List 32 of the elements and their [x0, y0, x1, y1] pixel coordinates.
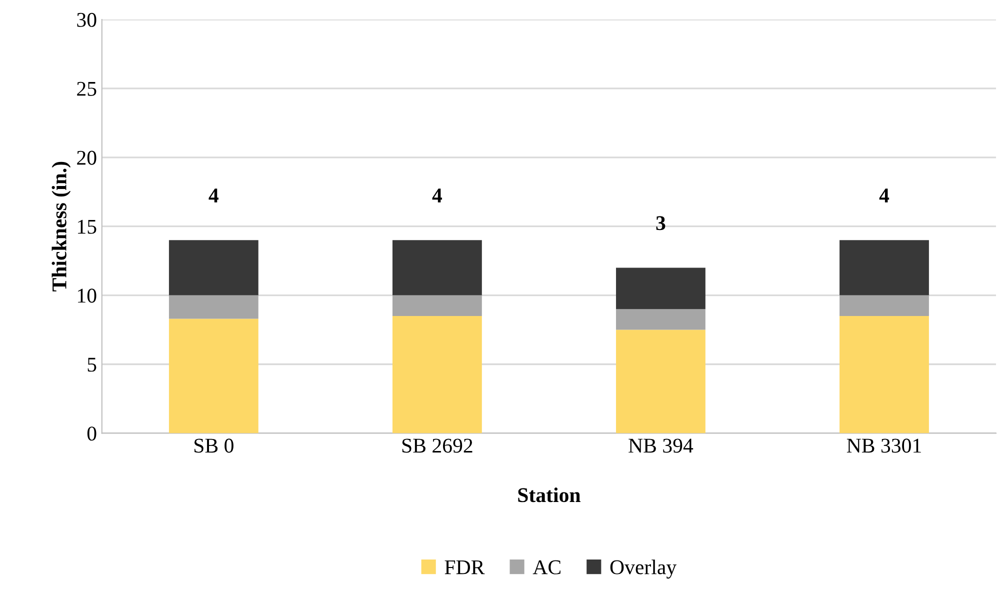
y-tick-label: 15: [78, 220, 96, 234]
legend-label: Overlay: [610, 560, 677, 579]
bar: [168, 295, 258, 319]
bar: [392, 295, 482, 316]
x-tick-label: NB 394: [628, 438, 694, 453]
y-tick-label: 5: [88, 358, 96, 372]
y-tick-label: 30: [77, 12, 96, 27]
data-label: 4: [879, 188, 890, 202]
y-tick-label: 20: [77, 150, 96, 165]
x-tick-label: SB 2692: [402, 438, 472, 453]
y-tick-label: 0: [87, 426, 96, 441]
bar: [616, 268, 706, 310]
bar: [168, 240, 258, 296]
data-label: 3: [656, 216, 666, 230]
legend-label: AC: [532, 560, 560, 574]
bar: [392, 316, 482, 434]
legend-label: FDR: [444, 560, 485, 574]
y-tick-label: 10: [78, 288, 96, 303]
data-label: 4: [208, 188, 218, 202]
x-axis-title: Station: [518, 488, 580, 502]
x-tick-label: SB 0: [194, 438, 234, 453]
bar: [840, 295, 929, 316]
bar: [168, 318, 258, 434]
bar: [616, 330, 706, 434]
bar: [840, 316, 929, 434]
y-axis-title: Thickness (in.): [52, 162, 71, 292]
bar: [616, 309, 706, 330]
bar: [840, 240, 929, 296]
y-tick-label: 25: [77, 82, 96, 96]
x-tick-label: NB 3301: [846, 438, 921, 453]
bar: [392, 240, 482, 296]
data-label: 4: [432, 188, 442, 202]
